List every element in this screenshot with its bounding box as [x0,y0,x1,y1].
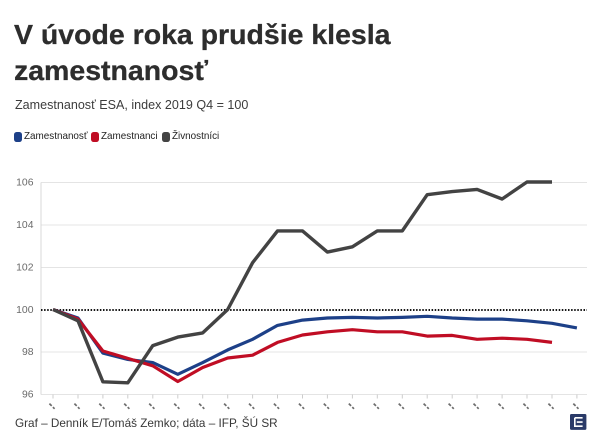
svg-text:106: 106 [16,178,34,189]
svg-text:98: 98 [22,347,34,358]
svg-text:100: 100 [16,305,34,316]
svg-text:104: 104 [16,220,34,231]
svg-text:102: 102 [16,263,34,274]
svg-text:96: 96 [22,390,34,401]
